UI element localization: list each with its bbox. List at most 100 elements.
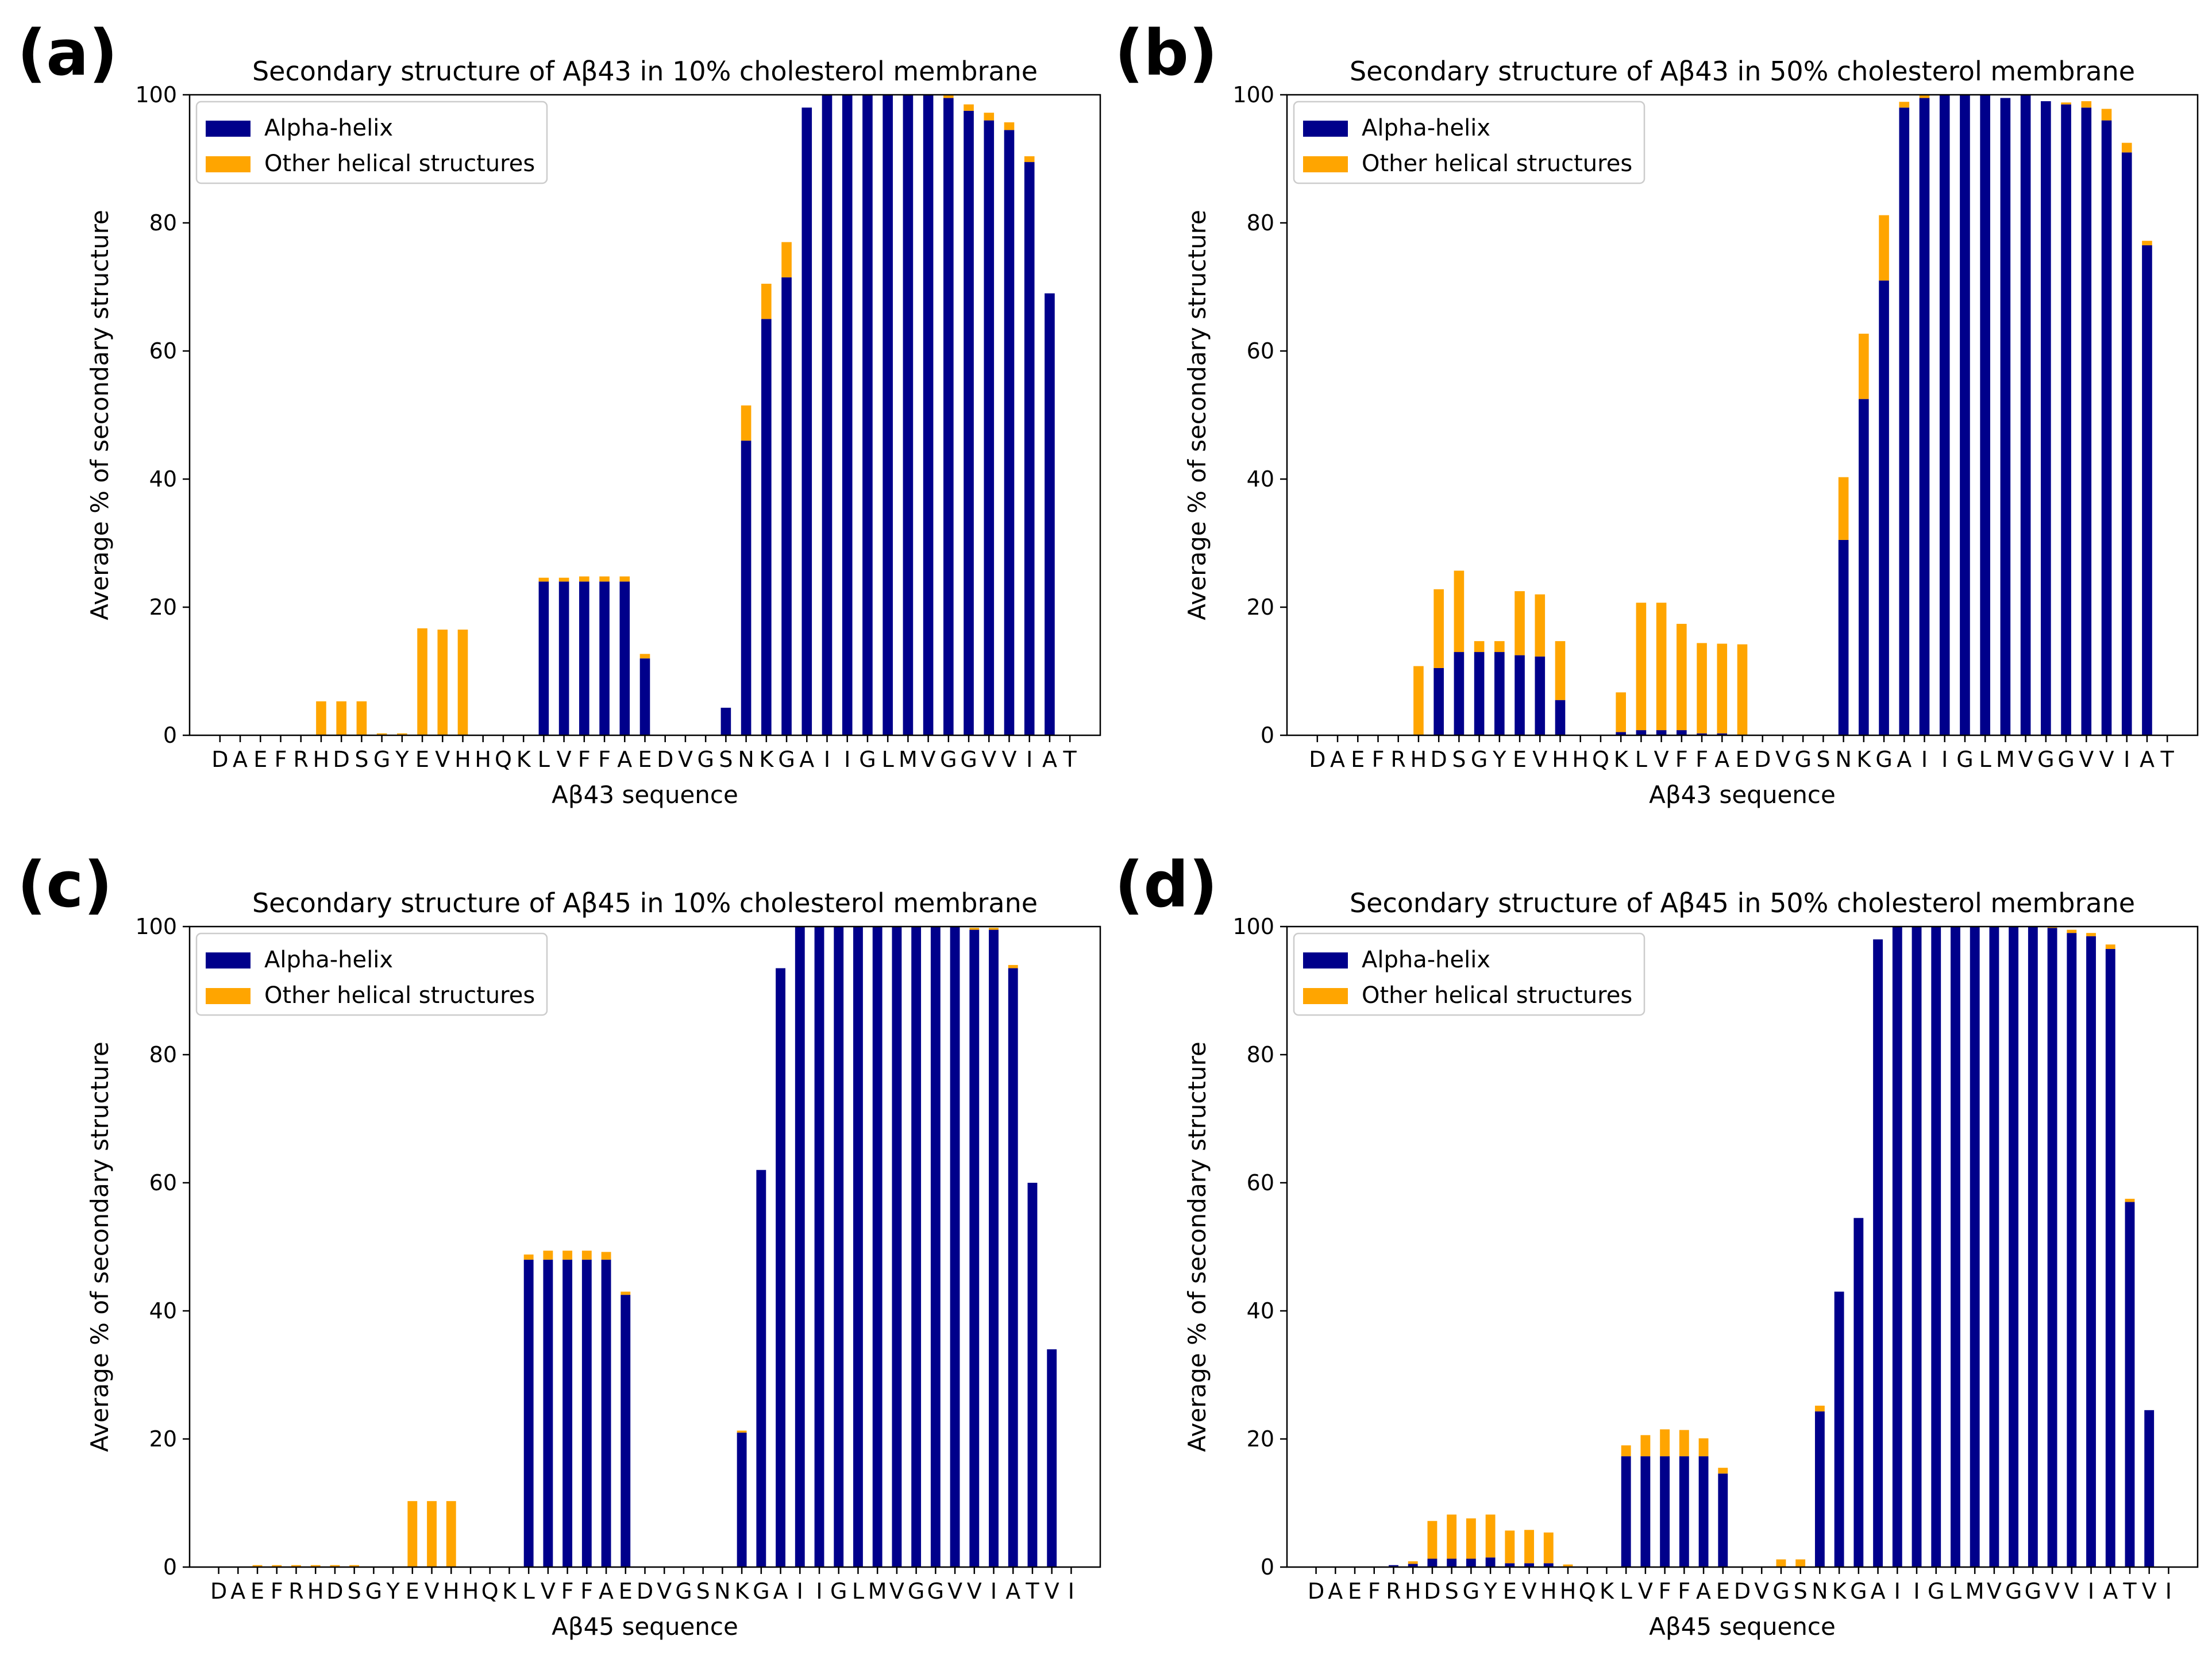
bar-other-helical [1524, 1530, 1534, 1564]
x-tick-label: V [541, 1579, 556, 1604]
y-axis-label: Average % of secondary structure [86, 1041, 114, 1452]
bar-alpha-helix [1698, 1456, 1709, 1567]
x-tick-label: E [1503, 1579, 1517, 1604]
x-axis-label: Aβ43 sequence [1649, 781, 1836, 809]
bar-other-helical [1004, 122, 1015, 130]
x-tick-label: F [1695, 747, 1708, 772]
bar-alpha-helix [1427, 1558, 1438, 1567]
bar-alpha-helix [964, 110, 974, 735]
x-tick-label: V [2099, 747, 2114, 772]
x-tick-label: Q [1592, 747, 1609, 772]
x-tick-label: E [1513, 747, 1527, 772]
x-tick-label: H [313, 747, 330, 772]
bar-alpha-helix [950, 927, 960, 1567]
axes-frame [188, 925, 1101, 1568]
bar-alpha-helix [801, 107, 812, 735]
bar-other-helical [1899, 102, 1910, 108]
y-tick-label: 40 [149, 1298, 177, 1324]
x-tick-label: K [759, 747, 774, 772]
bar-alpha-helix [1474, 652, 1485, 735]
bar-other-helical [291, 1565, 301, 1567]
x-tick-label: H [1560, 1579, 1577, 1604]
bar-other-helical [376, 733, 387, 735]
x-tick-label: N [714, 1579, 730, 1604]
x-tick-label: I [1894, 1579, 1901, 1604]
bar-alpha-helix [1677, 730, 1687, 735]
bar-alpha-helix [2061, 104, 2071, 736]
bar-other-helical [538, 577, 549, 582]
x-tick-label: Y [386, 1579, 400, 1604]
bar-other-helical [1466, 1518, 1476, 1559]
x-tick-label: G [753, 1579, 769, 1604]
x-tick-label: L [1635, 747, 1647, 772]
bar-alpha-helix [1679, 1456, 1689, 1567]
y-tick-label: 40 [149, 466, 177, 492]
bar-alpha-helix [523, 1259, 534, 1567]
bar-other-helical [579, 576, 589, 582]
bar-other-helical [252, 1565, 263, 1567]
bar-other-helical [349, 1565, 360, 1567]
x-tick-label: A [2103, 1579, 2118, 1604]
bar-alpha-helix [834, 927, 844, 1567]
x-tick-label: E [619, 1579, 633, 1604]
bar-alpha-helix [2028, 927, 2038, 1567]
bar-alpha-helix [984, 120, 995, 736]
bar-alpha-helix [853, 927, 863, 1567]
y-axis-label: Average % of secondary structure [1183, 1041, 1211, 1452]
bar-other-helical [1535, 594, 1546, 657]
bar-alpha-helix [1697, 733, 1707, 735]
x-tick-label: A [1696, 1579, 1711, 1604]
bar-alpha-helix [822, 95, 833, 735]
x-tick-label: I [797, 1579, 803, 1604]
bar-other-helical [969, 928, 980, 930]
chart-panel-d: (d) Secondary structure of Aβ45 in 50% ch… [1115, 848, 2199, 1641]
x-tick-label: Q [1579, 1579, 1596, 1604]
bar-other-helical [621, 1291, 631, 1295]
x-tick-label: H [1552, 747, 1569, 772]
bar-other-helical [1427, 1521, 1438, 1559]
bar-alpha-helix [943, 98, 954, 736]
x-tick-label: S [348, 1579, 361, 1604]
x-tick-label: F [580, 1579, 593, 1604]
bar-alpha-helix [1899, 107, 1910, 735]
x-tick-label: L [1949, 1579, 1961, 1604]
x-tick-label: I [991, 1579, 997, 1604]
bar-other-helical [1679, 1430, 1689, 1457]
panel-label: (d) [1115, 848, 1217, 921]
x-tick-label: H [1405, 1579, 1421, 1604]
y-axis-label: Average % of secondary structure [86, 210, 114, 620]
x-tick-label: G [2057, 747, 2074, 772]
bar-other-helical [1616, 692, 1626, 732]
bar-other-helical [1505, 1530, 1515, 1564]
bar-other-helical [1919, 95, 1930, 98]
x-tick-label: A [1897, 747, 1912, 772]
x-tick-label: F [1368, 1579, 1381, 1604]
x-tick-label: R [294, 747, 309, 772]
bar-alpha-helix [741, 441, 752, 735]
bar-alpha-helix [1616, 732, 1626, 735]
x-tick-label: A [1005, 1579, 1020, 1604]
bar-alpha-helix [1408, 1564, 1418, 1567]
bar-alpha-helix [1045, 293, 1055, 735]
x-tick-label: D [1754, 747, 1771, 772]
x-tick-label: I [2124, 747, 2130, 772]
bar-alpha-helix [1980, 95, 1990, 735]
bar-other-helical [1718, 1468, 1728, 1474]
bar-other-helical [316, 701, 326, 735]
x-tick-label: K [502, 1579, 517, 1604]
bar-other-helical [558, 577, 569, 582]
x-tick-label: R [1386, 1579, 1401, 1604]
bar-alpha-helix [756, 1170, 766, 1567]
x-tick-label: V [2045, 1579, 2060, 1604]
bar-alpha-helix [1873, 939, 1883, 1567]
x-tick-label: E [638, 747, 652, 772]
legend-label: Other helical structures [1362, 151, 1632, 177]
x-tick-label: I [844, 747, 850, 772]
y-tick-label: 0 [163, 1554, 177, 1580]
legend-label: Alpha-helix [264, 115, 393, 141]
bar-alpha-helix [862, 95, 873, 735]
legend-swatch [206, 988, 251, 1004]
x-tick-label: D [333, 747, 350, 772]
bar-other-helical [1563, 1564, 1573, 1567]
bar-other-helical [407, 1501, 418, 1567]
